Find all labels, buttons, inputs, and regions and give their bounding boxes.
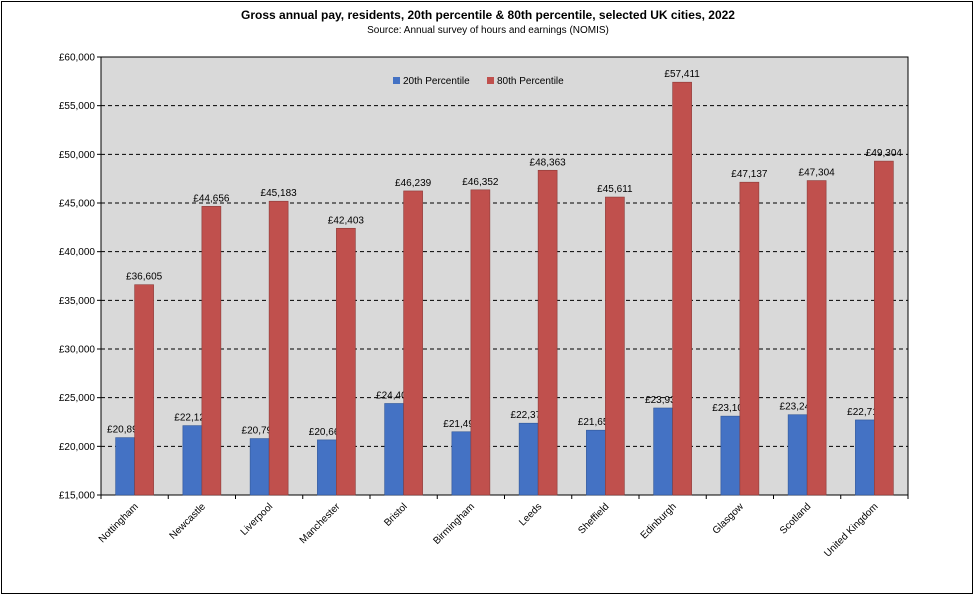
legend-swatch <box>393 77 400 84</box>
data-label: £23,102 <box>712 403 749 414</box>
bar-p80 <box>201 206 222 496</box>
x-category-label: Liverpool <box>239 501 275 537</box>
bar-p80 <box>336 227 356 496</box>
bar-p20 <box>182 425 203 496</box>
bar-p20 <box>317 439 337 496</box>
bar-p20 <box>451 431 472 496</box>
data-label: £22,127 <box>174 413 211 424</box>
y-tick-label: £25,000 <box>59 393 96 404</box>
bar-p20 <box>787 414 808 496</box>
bar-p20 <box>384 403 404 496</box>
bar-p20 <box>855 419 875 496</box>
x-category-label: Birmingham <box>431 501 477 547</box>
y-tick-label: £55,000 <box>59 101 96 112</box>
bar-p80 <box>806 180 827 496</box>
legend-swatch <box>487 77 494 84</box>
data-label: £36,605 <box>126 272 163 283</box>
chart-subtitle: Source: Annual survey of hours and earni… <box>367 25 609 36</box>
bar-p20 <box>115 437 135 496</box>
x-category-label: Sheffield <box>576 501 611 536</box>
y-tick-label: £45,000 <box>59 199 96 210</box>
data-label: £22,711 <box>847 407 883 418</box>
data-label: £21,658 <box>578 417 615 428</box>
bar-p20 <box>518 422 539 496</box>
bar-p80 <box>470 189 491 496</box>
bar-p80 <box>739 181 760 496</box>
y-tick-label: £20,000 <box>59 442 96 453</box>
x-category-label: Scotland <box>778 501 813 536</box>
bar-p80 <box>672 81 692 496</box>
data-label: £45,183 <box>261 188 298 199</box>
bar-p20 <box>586 429 606 496</box>
data-label: £48,363 <box>530 157 567 168</box>
data-label: £42,403 <box>328 215 365 226</box>
data-label: £47,137 <box>731 169 768 180</box>
bar-p80 <box>605 196 625 496</box>
bar-p80 <box>268 200 289 496</box>
x-category-label: Nottingham <box>97 501 141 545</box>
x-category-label: Newcastle <box>168 501 209 542</box>
bar-p80 <box>134 284 154 496</box>
data-label: £46,352 <box>462 177 499 188</box>
y-tick-label: £40,000 <box>59 247 96 258</box>
legend-label: 20th Percentile <box>403 76 470 87</box>
bar-p20 <box>653 407 673 496</box>
x-category-label: Edinburgh <box>639 501 679 541</box>
bar-p80 <box>403 190 423 496</box>
x-category-label: United Kingdom <box>822 501 880 559</box>
y-tick-label: £30,000 <box>59 345 96 356</box>
data-label: £22,377 <box>511 410 548 421</box>
plot-background <box>100 56 909 496</box>
data-label: £45,611 <box>597 184 633 195</box>
bar-p80 <box>537 169 558 496</box>
x-category-label: Bristol <box>382 501 409 528</box>
bar-p20 <box>720 415 741 496</box>
x-category-label: Glasgow <box>711 501 747 537</box>
data-label: £44,656 <box>193 193 230 204</box>
x-category-label: Leeds <box>517 501 544 528</box>
data-label: £20,798 <box>242 426 279 437</box>
bar-p80 <box>874 160 894 496</box>
data-label: £49,304 <box>866 148 903 159</box>
legend-label: 80th Percentile <box>497 76 564 87</box>
x-category-label: Manchester <box>298 501 343 546</box>
y-tick-label: £35,000 <box>59 296 96 307</box>
data-label: £24,401 <box>376 390 413 401</box>
y-tick-label: £50,000 <box>59 150 96 161</box>
bar-p20 <box>249 438 270 496</box>
data-label: £47,304 <box>799 168 836 179</box>
y-tick-label: £15,000 <box>59 491 96 502</box>
data-label: £20,661 <box>309 427 346 438</box>
data-label: £23,939 <box>645 395 682 406</box>
data-label: £57,411 <box>664 69 700 80</box>
data-label: £21,497 <box>443 419 480 430</box>
chart-title: Gross annual pay, residents, 20th percen… <box>241 8 735 22</box>
data-label: £23,247 <box>780 402 817 413</box>
y-tick-label: £60,000 <box>59 53 96 64</box>
plot-area: £15,000 £20,000 £25,000 £30,000 £35,000 £40,0… <box>59 53 909 559</box>
data-label: £20,893 <box>107 425 144 436</box>
data-label: £46,239 <box>395 178 432 189</box>
